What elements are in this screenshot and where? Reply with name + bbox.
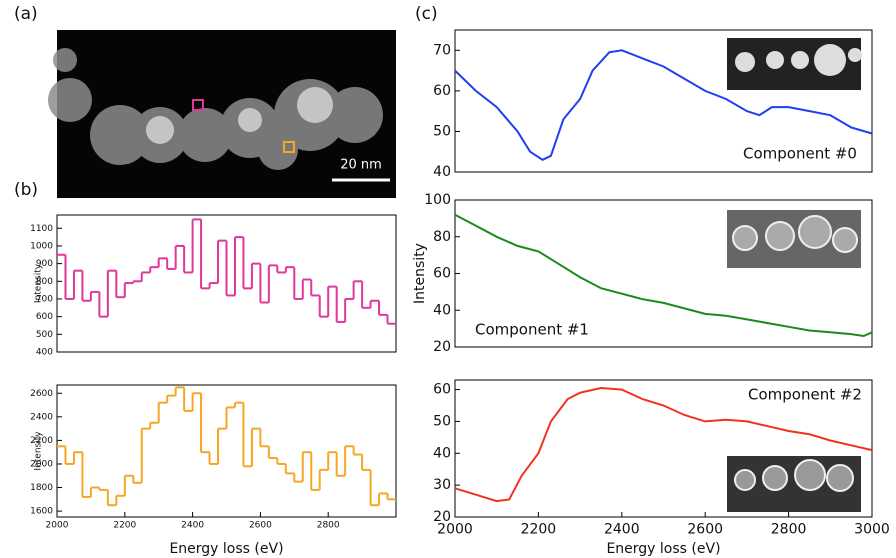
y-tick-label: 30 <box>433 477 451 493</box>
y-tick-label: 1100 <box>30 224 53 234</box>
x-tick-label: 2400 <box>181 521 204 531</box>
y-tick-label: 700 <box>36 294 53 304</box>
y-tick-label: 60 <box>433 382 451 398</box>
y-tick-label: 20 <box>433 509 451 525</box>
x-tick-label: 2200 <box>113 521 136 531</box>
y-tick-label: 2000 <box>30 459 53 469</box>
x-tick-label: 3000 <box>854 522 890 538</box>
y-tick-label: 50 <box>433 123 451 139</box>
panel-label: (b) <box>14 180 38 200</box>
y-tick-label: 800 <box>36 277 53 287</box>
plot-frame <box>56 384 397 518</box>
y-tick-label: 600 <box>36 312 53 322</box>
x-tick-label: 2000 <box>437 522 473 538</box>
y-tick-label: 500 <box>36 330 53 340</box>
y-tick-label: 1600 <box>30 507 53 517</box>
x-axis-label: Energy loss (eV) <box>606 541 720 557</box>
y-tick-label: 2400 <box>30 412 53 422</box>
y-tick-label: 60 <box>433 83 451 99</box>
y-tick-label: 2600 <box>30 389 53 399</box>
spectrum-line <box>454 213 873 338</box>
y-axis-label: Intensity <box>412 243 428 304</box>
y-tick-label: 40 <box>433 445 451 461</box>
y-tick-label: 400 <box>36 348 53 358</box>
y-tick-label: 50 <box>433 413 451 429</box>
y-tick-label: 70 <box>433 42 451 58</box>
spectrum-line <box>454 49 873 161</box>
y-axis-label: Intensity <box>34 431 44 471</box>
y-tick-label: 20 <box>433 339 451 355</box>
x-tick-label: 2400 <box>604 522 640 538</box>
panel-label: (c) <box>415 4 438 24</box>
x-tick-label: 2800 <box>771 522 807 538</box>
y-tick-label: 900 <box>36 259 53 269</box>
y-tick-label: 40 <box>433 302 451 318</box>
plot-frame <box>454 29 873 173</box>
x-tick-label: 2000 <box>46 521 69 531</box>
y-tick-label: 60 <box>433 266 451 282</box>
y-tick-label: 100 <box>424 192 451 208</box>
y-tick-label: 80 <box>433 229 451 245</box>
y-tick-label: 40 <box>433 164 451 180</box>
y-tick-label: 1000 <box>30 241 53 251</box>
plot-frame <box>56 214 397 353</box>
scale-bar-label: 20 nm <box>340 158 382 173</box>
y-tick-label: 1800 <box>30 483 53 493</box>
x-tick-label: 2200 <box>521 522 557 538</box>
y-axis-label: Intensity <box>34 263 44 303</box>
x-tick-label: 2600 <box>249 521 272 531</box>
x-tick-label: 2600 <box>687 522 723 538</box>
x-axis-label: Energy loss (eV) <box>169 541 283 557</box>
component-label: Component #2 <box>748 386 862 404</box>
y-tick-label: 2200 <box>30 436 53 446</box>
panel-label: (a) <box>14 4 38 24</box>
inset <box>727 38 862 512</box>
x-tick-label: 2800 <box>317 521 340 531</box>
component-label: Component #1 <box>475 321 589 339</box>
component-label: Component #0 <box>743 145 857 163</box>
spectrum-line <box>454 386 873 503</box>
plot-frame <box>454 379 873 518</box>
micrograph <box>48 30 396 198</box>
